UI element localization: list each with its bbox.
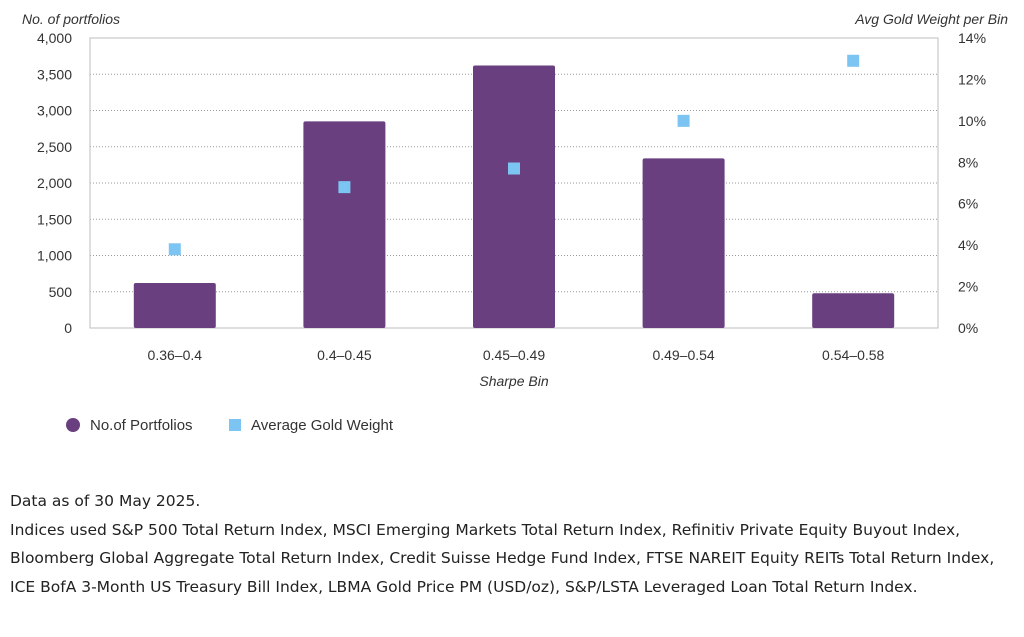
left-axis-tick-label: 500 (49, 284, 73, 300)
left-axis-tick-label: 4,000 (37, 30, 72, 46)
x-axis-title: Sharpe Bin (479, 373, 548, 389)
gold-weight-point (338, 181, 351, 194)
right-axis-ticks: 0% 2% 4% 6% 8% 10% 12% 14% (958, 30, 986, 336)
left-axis-tick-label: 2,500 (37, 139, 72, 155)
gold-weight-point (168, 243, 181, 256)
legend-marker-gold-weight (229, 419, 241, 431)
left-axis-tick-label: 1,000 (37, 248, 72, 264)
x-axis-tick-label: 0.4–0.45 (317, 347, 372, 363)
right-axis-tick-label: 8% (958, 154, 978, 170)
x-axis-tick-label: 0.54–0.58 (822, 347, 884, 363)
bar-series (133, 65, 895, 329)
x-axis-tick-label: 0.36–0.4 (148, 347, 203, 363)
x-axis-ticks: 0.36–0.4 0.4–0.45 0.45–0.49 0.49–0.54 0.54–0… (148, 347, 885, 363)
x-axis-tick-label: 0.45–0.49 (483, 347, 545, 363)
right-axis-tick-label: 4% (958, 237, 978, 253)
right-axis-tick-label: 0% (958, 320, 978, 336)
gold-weight-point (508, 162, 520, 175)
left-axis-tick-label: 1,500 (37, 211, 72, 227)
right-axis-tick-label: 14% (958, 30, 986, 46)
right-axis-title: Avg Gold Weight per Bin (854, 11, 1008, 27)
legend: No.of Portfolios Average Gold Weight (66, 417, 394, 434)
right-axis-tick-label: 6% (958, 196, 978, 212)
left-axis-ticks: 0 500 1,000 1,500 2,000 2,500 3,000 3,500 4,000 (37, 30, 72, 336)
left-axis-tick-label: 3,500 (37, 66, 72, 82)
right-axis-tick-label: 12% (958, 71, 986, 87)
left-axis-tick-label: 0 (64, 320, 72, 336)
footnote-date: Data as of 30 May 2025. (10, 492, 201, 510)
legend-label-portfolios: No.of Portfolios (90, 417, 193, 434)
bar (473, 65, 555, 329)
footnote: Data as of 30 May 2025. Indices used S&P… (10, 487, 1015, 601)
left-axis-tick-label: 3,000 (37, 103, 72, 119)
legend-marker-portfolios (66, 418, 80, 432)
scatter-series (168, 54, 860, 256)
sharpe-bin-chart: 05001,0001,5002,0002,5003,0003,5004,000 … (22, 11, 1008, 434)
bar (133, 283, 216, 328)
right-axis-tick-label: 10% (958, 113, 986, 129)
footnote-indices: Indices used S&P 500 Total Return Index,… (10, 520, 995, 596)
right-axis-tick-label: 2% (958, 279, 978, 295)
left-axis-tick-label: 2,000 (37, 175, 72, 191)
bar (642, 158, 725, 328)
gold-weight-point (847, 54, 860, 67)
legend-label-gold-weight: Average Gold Weight (251, 417, 394, 434)
x-axis-tick-label: 0.49–0.54 (652, 347, 714, 363)
gold-weight-point (677, 114, 690, 127)
bar (812, 293, 895, 328)
left-axis-title: No. of portfolios (22, 11, 120, 27)
bar (303, 121, 386, 328)
